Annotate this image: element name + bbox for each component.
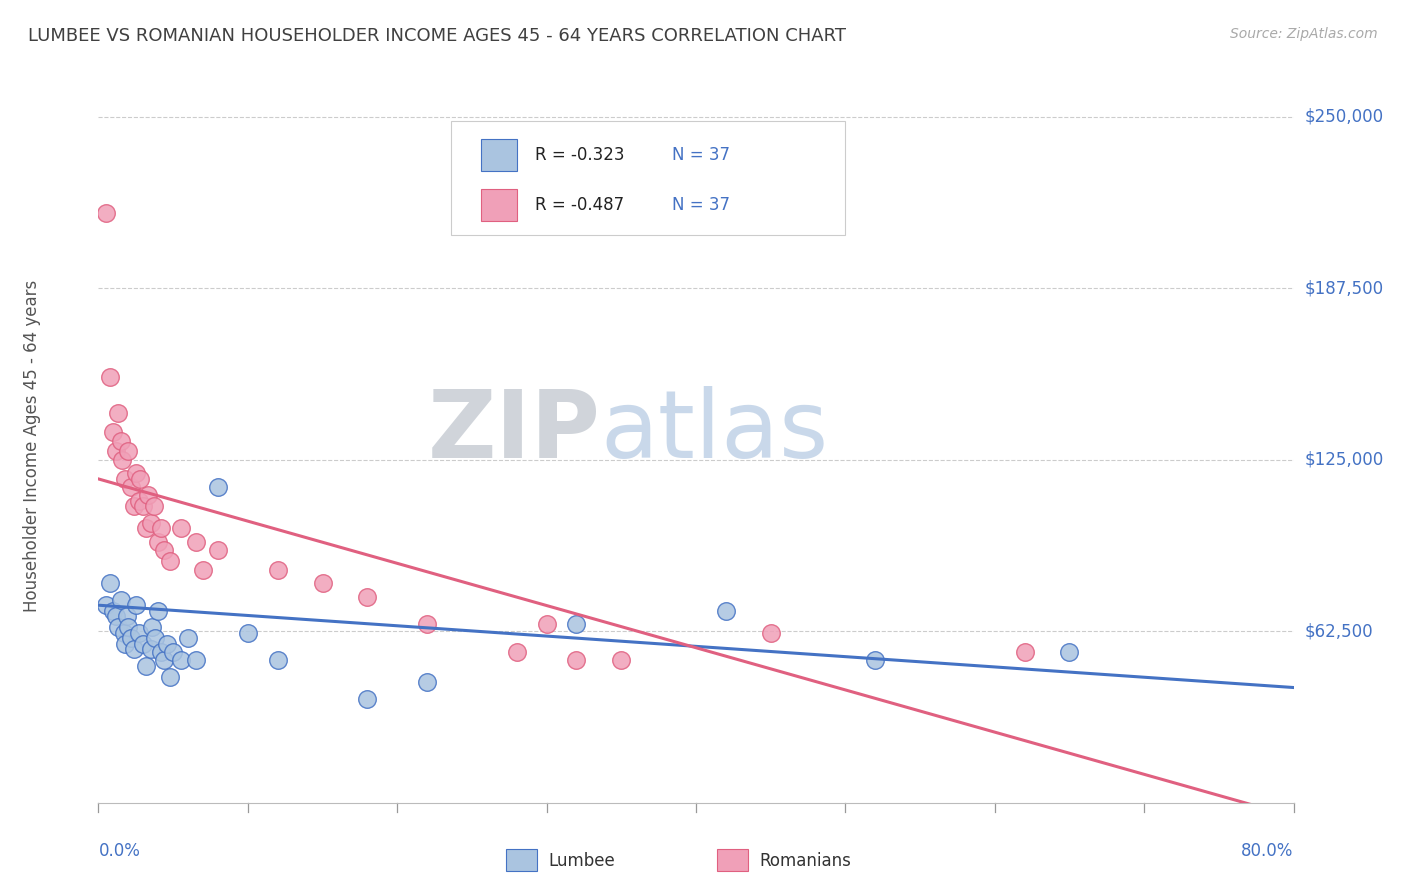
Point [169, 653, 191, 667]
Point [142, 500, 165, 514]
Text: $62,500: $62,500 [1305, 623, 1374, 640]
Text: N = 37: N = 37 [672, 196, 730, 214]
Text: 0.0%: 0.0% [98, 842, 141, 860]
Point [267, 653, 290, 667]
Point [148, 535, 170, 549]
Point [177, 631, 200, 645]
Point [536, 617, 558, 632]
Point [114, 637, 136, 651]
Point [159, 554, 181, 568]
Point [107, 620, 129, 634]
Point [148, 604, 170, 618]
Point [105, 444, 128, 458]
Text: Romanians: Romanians [759, 852, 851, 870]
Text: ZIP: ZIP [427, 385, 600, 478]
Text: LUMBEE VS ROMANIAN HOUSEHOLDER INCOME AGES 45 - 64 YEARS CORRELATION CHART: LUMBEE VS ROMANIAN HOUSEHOLDER INCOME AG… [28, 27, 846, 45]
Point [565, 617, 588, 632]
Point [1059, 645, 1081, 659]
Point [162, 645, 184, 659]
FancyBboxPatch shape [481, 139, 517, 171]
Point [565, 653, 588, 667]
Point [120, 631, 142, 645]
Point [311, 576, 333, 591]
Point [169, 521, 191, 535]
Text: Lumbee: Lumbee [548, 852, 614, 870]
Text: R = -0.487: R = -0.487 [534, 196, 624, 214]
FancyBboxPatch shape [451, 121, 845, 235]
Point [129, 472, 152, 486]
Point [506, 645, 529, 659]
Text: R = -0.323: R = -0.323 [534, 146, 624, 164]
Point [132, 637, 155, 651]
Point [125, 467, 148, 481]
Point [416, 617, 439, 632]
Point [139, 516, 162, 530]
Text: $125,000: $125,000 [1305, 450, 1384, 468]
Point [135, 658, 157, 673]
Point [153, 653, 176, 667]
Point [128, 625, 150, 640]
Point [267, 562, 290, 576]
Point [865, 653, 887, 667]
Text: Householder Income Ages 45 - 64 years: Householder Income Ages 45 - 64 years [22, 280, 41, 612]
Point [94, 598, 117, 612]
Point [153, 543, 176, 558]
Point [159, 669, 181, 683]
Point [135, 521, 157, 535]
Point [110, 434, 132, 448]
Point [150, 521, 173, 535]
Point [128, 494, 150, 508]
Point [103, 604, 125, 618]
Point [236, 625, 259, 640]
Point [141, 620, 163, 634]
Point [107, 406, 129, 420]
Text: $250,000: $250,000 [1305, 108, 1384, 126]
Point [110, 592, 132, 607]
Point [184, 535, 207, 549]
Point [94, 205, 117, 219]
Point [610, 653, 633, 667]
Text: N = 37: N = 37 [672, 146, 730, 164]
Point [103, 425, 125, 440]
Point [356, 691, 378, 706]
Text: $187,500: $187,500 [1305, 279, 1384, 297]
Point [207, 480, 229, 494]
Point [125, 598, 148, 612]
Point [356, 590, 378, 604]
Point [115, 609, 138, 624]
Text: atlas: atlas [600, 385, 828, 478]
Point [120, 480, 142, 494]
Point [150, 645, 173, 659]
Point [191, 562, 214, 576]
Point [1014, 645, 1036, 659]
Point [207, 543, 229, 558]
Point [111, 452, 134, 467]
Point [143, 631, 166, 645]
Point [117, 620, 139, 634]
FancyBboxPatch shape [481, 189, 517, 221]
Text: Source: ZipAtlas.com: Source: ZipAtlas.com [1230, 27, 1378, 41]
Point [136, 488, 159, 502]
Point [98, 370, 122, 384]
Point [156, 637, 179, 651]
Text: 80.0%: 80.0% [1241, 842, 1294, 860]
Point [416, 675, 439, 690]
Point [124, 642, 146, 657]
Point [132, 500, 155, 514]
Point [759, 625, 782, 640]
Point [117, 444, 139, 458]
Point [105, 609, 128, 624]
Point [124, 500, 146, 514]
Point [98, 576, 122, 591]
Point [139, 642, 162, 657]
Point [714, 604, 737, 618]
Point [114, 472, 136, 486]
Point [112, 625, 135, 640]
Point [184, 653, 207, 667]
